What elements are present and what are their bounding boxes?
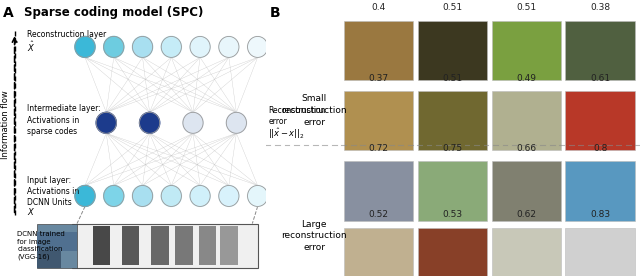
Text: 0.51: 0.51: [516, 3, 536, 12]
Text: Intermediate layer:
Activations in
sparse codes: Intermediate layer: Activations in spars…: [27, 104, 100, 136]
Text: 0.62: 0.62: [516, 210, 536, 219]
Text: DCNN trained
for image
classification
(VGG-16): DCNN trained for image classification (V…: [17, 231, 65, 260]
Text: 0.53: 0.53: [442, 210, 463, 219]
Text: A: A: [3, 6, 13, 20]
Circle shape: [227, 112, 246, 133]
Bar: [418, 91, 487, 150]
Bar: [566, 161, 635, 221]
Circle shape: [75, 36, 95, 57]
Text: Input layer:
Activations in
DCNN Units: Input layer: Activations in DCNN Units: [27, 176, 79, 208]
Circle shape: [190, 185, 210, 206]
Circle shape: [248, 185, 268, 206]
FancyBboxPatch shape: [152, 226, 169, 265]
Text: $||\hat{x}-x||_2$: $||\hat{x}-x||_2$: [268, 127, 305, 141]
Text: 0.52: 0.52: [369, 210, 389, 219]
Circle shape: [75, 185, 95, 206]
Bar: [418, 21, 487, 80]
Text: 0.49: 0.49: [516, 74, 536, 83]
Text: $X$: $X$: [27, 206, 35, 217]
Circle shape: [132, 36, 152, 57]
Text: 0.51: 0.51: [442, 3, 463, 12]
Text: 0.8: 0.8: [593, 144, 607, 153]
FancyBboxPatch shape: [220, 226, 237, 265]
Circle shape: [248, 36, 268, 57]
Circle shape: [140, 112, 160, 133]
Bar: [344, 161, 413, 221]
Text: $\hat{X}$: $\hat{X}$: [27, 40, 35, 54]
FancyBboxPatch shape: [93, 226, 110, 265]
FancyBboxPatch shape: [37, 224, 77, 268]
Bar: [492, 21, 561, 80]
Text: Large
reconstruction
error: Large reconstruction error: [282, 220, 347, 252]
Circle shape: [161, 36, 181, 57]
Text: Sparse coding model (SPC): Sparse coding model (SPC): [24, 6, 204, 18]
Circle shape: [132, 185, 152, 206]
Text: 0.72: 0.72: [369, 144, 389, 153]
Circle shape: [104, 185, 124, 206]
Circle shape: [104, 36, 124, 57]
Text: 0.75: 0.75: [442, 144, 463, 153]
Text: 0.51: 0.51: [442, 74, 463, 83]
Text: 0.66: 0.66: [516, 144, 536, 153]
Bar: [492, 91, 561, 150]
Text: 0.4: 0.4: [372, 3, 386, 12]
Circle shape: [183, 112, 203, 133]
Text: 0.38: 0.38: [590, 3, 610, 12]
Bar: [344, 21, 413, 80]
Text: Reconstruction layer: Reconstruction layer: [27, 30, 106, 39]
Bar: [566, 228, 635, 276]
Bar: [566, 91, 635, 150]
Circle shape: [219, 185, 239, 206]
Bar: [344, 228, 413, 276]
Bar: [344, 91, 413, 150]
Bar: [418, 161, 487, 221]
Bar: [418, 228, 487, 276]
Circle shape: [190, 36, 210, 57]
Text: 0.83: 0.83: [590, 210, 610, 219]
FancyBboxPatch shape: [175, 226, 193, 265]
Text: 0.61: 0.61: [590, 74, 610, 83]
FancyBboxPatch shape: [72, 224, 258, 268]
Text: Small
reconstruction
error: Small reconstruction error: [282, 94, 347, 127]
FancyBboxPatch shape: [37, 251, 61, 268]
Bar: [492, 161, 561, 221]
Text: 0.37: 0.37: [369, 74, 389, 83]
Text: Reconstruction
error: Reconstruction error: [268, 106, 326, 126]
FancyBboxPatch shape: [122, 226, 140, 265]
Text: B: B: [269, 6, 280, 20]
FancyBboxPatch shape: [37, 232, 77, 251]
Circle shape: [161, 185, 181, 206]
FancyBboxPatch shape: [199, 226, 216, 265]
Bar: [492, 228, 561, 276]
Text: Information flow: Information flow: [1, 90, 10, 159]
Bar: [566, 21, 635, 80]
Circle shape: [96, 112, 116, 133]
Circle shape: [219, 36, 239, 57]
